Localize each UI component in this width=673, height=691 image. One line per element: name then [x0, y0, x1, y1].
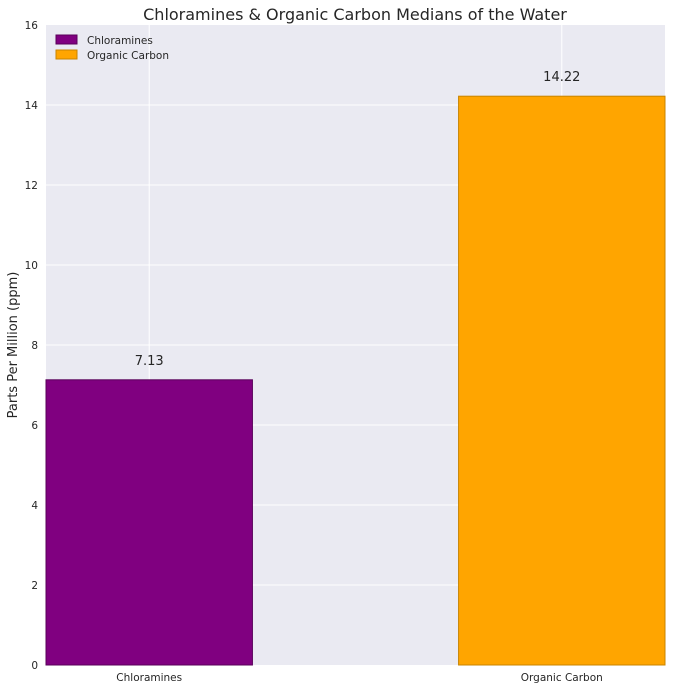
y-tick-label: 4	[31, 500, 38, 512]
value-labels: 7.13 14.22	[135, 70, 581, 369]
y-tick-label: 10	[25, 260, 38, 272]
y-tick-label: 14	[25, 100, 39, 112]
y-tick-label: 16	[25, 20, 39, 32]
x-tick-label: Organic Carbon	[521, 672, 603, 684]
y-tick-label: 0	[31, 660, 38, 672]
chart-title: Chloramines & Organic Carbon Medians of …	[143, 5, 567, 24]
y-tick-labels: 0 2 4 6 8 10 12 14 16	[25, 20, 39, 672]
y-tick-label: 2	[31, 580, 38, 592]
y-tick-label: 6	[31, 420, 38, 432]
value-label: 7.13	[135, 354, 164, 369]
bar-organic-carbon	[458, 95, 666, 666]
legend-label: Chloramines	[87, 35, 153, 47]
x-tick-label: Chloramines	[116, 672, 182, 684]
y-tick-label: 8	[31, 340, 38, 352]
y-axis-label: Parts Per Million (ppm)	[6, 272, 21, 419]
legend-swatch	[55, 49, 78, 60]
bars	[45, 95, 666, 666]
legend: Chloramines Organic Carbon	[55, 34, 169, 62]
y-tick-label: 12	[25, 180, 38, 192]
x-tick-labels: Chloramines Organic Carbon	[116, 672, 602, 684]
value-label: 14.22	[543, 70, 580, 85]
bar-chloramines	[45, 379, 253, 666]
legend-swatch	[55, 34, 78, 45]
legend-label: Organic Carbon	[87, 50, 169, 62]
